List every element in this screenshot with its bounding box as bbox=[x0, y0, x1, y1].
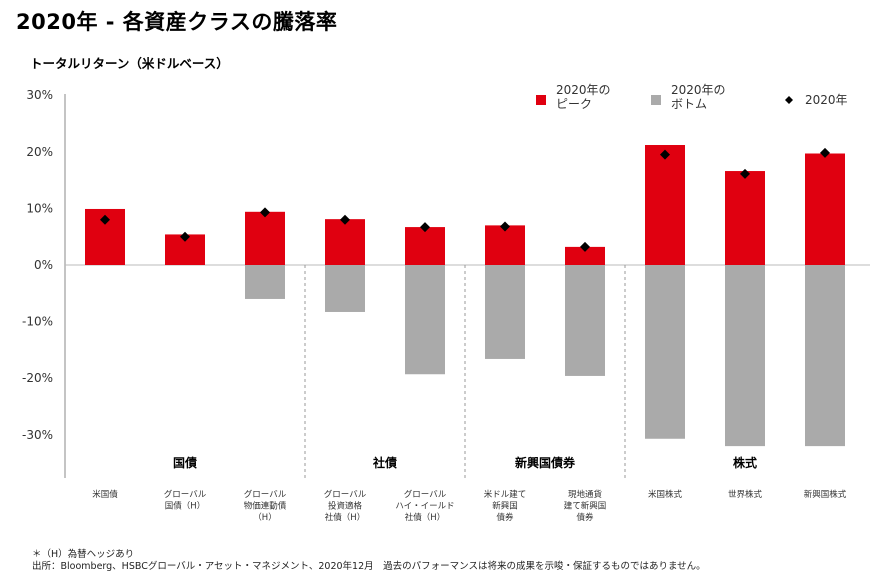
peak-bar bbox=[805, 153, 845, 265]
category-label: グローバル bbox=[324, 489, 367, 500]
bottom-bar bbox=[725, 265, 765, 447]
category-label: 社債（H） bbox=[325, 512, 365, 523]
peak-bar bbox=[485, 225, 525, 265]
y-tick-label: 10% bbox=[26, 201, 53, 215]
category-label: 国債（H） bbox=[165, 501, 205, 512]
peak-bar bbox=[245, 211, 285, 265]
year-2020-marker bbox=[500, 221, 510, 232]
source-note: 出所：Bloomberg、HSBCグローバル・アセット・マネジメント、2020年… bbox=[32, 561, 706, 572]
legend-2020-swatch bbox=[785, 96, 793, 104]
peak-bar bbox=[565, 246, 605, 265]
axis-subtitle: トータルリターン（米ドルベース） bbox=[30, 56, 229, 71]
category-label: 建て新興国 bbox=[564, 501, 607, 512]
y-tick-label: -20% bbox=[22, 371, 53, 385]
bottom-bar bbox=[325, 265, 365, 312]
category-label: 投資適格 bbox=[328, 501, 363, 512]
bottom-bar bbox=[485, 265, 525, 359]
year-2020-marker bbox=[660, 149, 670, 160]
y-tick-label: -30% bbox=[22, 428, 53, 442]
legend-bottom-label: ボトム bbox=[671, 97, 707, 111]
category-label: 世界株式 bbox=[728, 489, 763, 500]
year-2020-marker bbox=[580, 241, 590, 252]
group-label: 株式 bbox=[733, 455, 757, 470]
year-2020-marker bbox=[340, 214, 350, 225]
y-tick-label: 0% bbox=[34, 258, 53, 272]
y-tick-label: 30% bbox=[26, 88, 53, 102]
category-label: 社債（H） bbox=[405, 512, 445, 523]
category-label: グローバル bbox=[244, 489, 287, 500]
legend-peak-swatch bbox=[536, 95, 546, 105]
peak-bar bbox=[325, 219, 365, 265]
legend-bottom-label: 2020年の bbox=[671, 83, 726, 97]
legend-2020-label: 2020年 bbox=[805, 93, 848, 107]
bottom-bar bbox=[405, 265, 445, 375]
category-label: グローバル bbox=[404, 489, 447, 500]
year-2020-marker bbox=[180, 231, 190, 242]
y-tick-label: 20% bbox=[26, 145, 53, 159]
y-tick-label: -10% bbox=[22, 315, 53, 329]
chart-title: 2020年 - 各資産クラスの騰落率 bbox=[16, 10, 338, 34]
year-2020-marker bbox=[820, 147, 830, 158]
category-label: 新興国 bbox=[492, 501, 518, 512]
group-label: 国債 bbox=[173, 455, 197, 470]
year-2020-marker bbox=[100, 214, 110, 225]
peak-bar bbox=[405, 227, 445, 265]
category-label: 米ドル建て bbox=[484, 489, 527, 500]
category-label: 債券 bbox=[576, 512, 594, 523]
footnote: ＊（H）為替ヘッジあり bbox=[32, 549, 135, 560]
category-label: （H） bbox=[253, 512, 276, 523]
year-2020-marker bbox=[260, 207, 270, 218]
category-label: 現地通貨 bbox=[568, 489, 603, 500]
group-label: 新興国債券 bbox=[515, 455, 576, 470]
category-label: 米国債 bbox=[92, 489, 118, 500]
bottom-bar bbox=[565, 265, 605, 376]
legend-bottom-swatch bbox=[651, 95, 661, 105]
legend-peak-label: ピーク bbox=[556, 97, 592, 111]
peak-bar bbox=[725, 171, 765, 265]
year-2020-marker bbox=[420, 222, 430, 233]
category-label: 米国株式 bbox=[648, 489, 683, 500]
year-2020-marker bbox=[740, 168, 750, 179]
category-label: ハイ・イールド bbox=[395, 502, 454, 512]
category-label: 物価連動債 bbox=[244, 501, 287, 512]
bottom-bar bbox=[645, 265, 685, 439]
bottom-bar bbox=[805, 265, 845, 447]
bottom-bar bbox=[245, 265, 285, 299]
category-label: グローバル bbox=[164, 489, 207, 500]
category-label: 債券 bbox=[496, 512, 514, 523]
peak-bar bbox=[645, 145, 685, 265]
category-label: 新興国株式 bbox=[804, 489, 847, 500]
group-label: 社債 bbox=[372, 455, 397, 470]
legend-peak-label: 2020年の bbox=[556, 83, 611, 97]
